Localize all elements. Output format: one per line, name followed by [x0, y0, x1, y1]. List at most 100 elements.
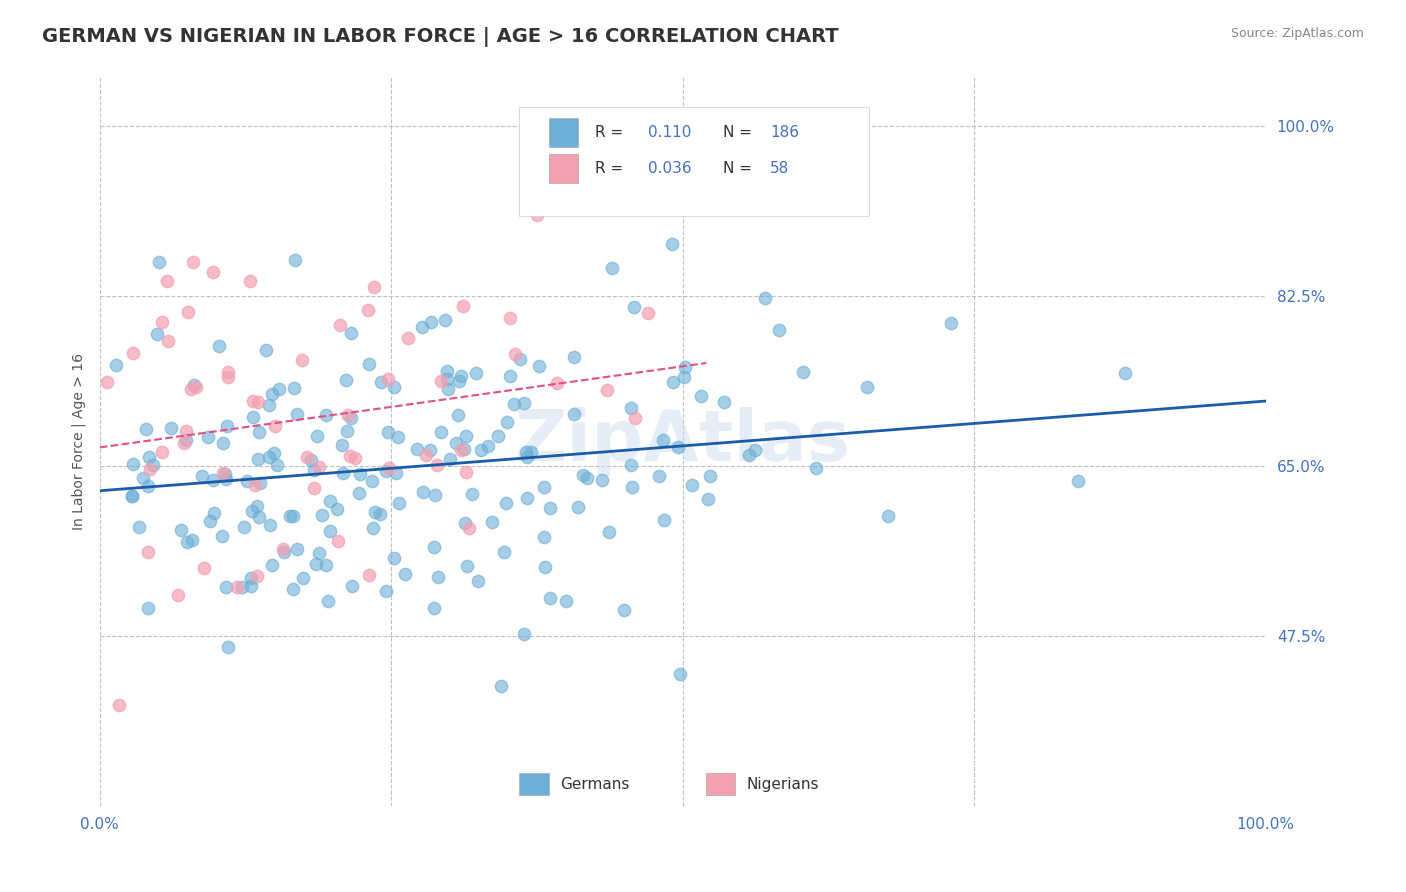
Nigerians	[246, 568, 269, 582]
Nigerians	[453, 299, 475, 313]
Germans	[260, 386, 283, 401]
Germans	[696, 491, 718, 506]
Germans	[170, 523, 193, 537]
Germans	[470, 442, 492, 457]
Germans	[792, 365, 814, 379]
Germans	[273, 545, 295, 559]
Germans	[257, 450, 280, 464]
Germans	[513, 627, 536, 641]
Nigerians	[637, 305, 659, 319]
Germans	[375, 464, 398, 478]
Germans	[411, 319, 433, 334]
Germans	[652, 434, 675, 448]
Germans	[215, 419, 238, 434]
Germans	[412, 485, 434, 500]
Nigerians	[328, 534, 350, 549]
Germans	[285, 542, 308, 557]
Nigerians	[181, 255, 204, 269]
Nigerians	[180, 382, 202, 396]
Germans	[382, 550, 405, 565]
Germans	[855, 379, 877, 393]
Germans	[419, 443, 441, 458]
Germans	[503, 397, 526, 411]
Germans	[876, 509, 898, 524]
Nigerians	[430, 374, 453, 388]
Germans	[198, 515, 221, 529]
Nigerians	[344, 450, 367, 465]
Germans	[464, 367, 486, 381]
Germans	[263, 446, 285, 460]
Germans	[666, 440, 689, 454]
Nigerians	[173, 436, 195, 450]
Germans	[176, 535, 198, 549]
Text: 0.110: 0.110	[648, 125, 690, 140]
Nigerians	[339, 449, 361, 463]
Nigerians	[239, 274, 262, 288]
Nigerians	[336, 408, 359, 422]
Germans	[254, 343, 277, 357]
Germans	[211, 529, 233, 543]
Germans	[370, 375, 392, 389]
Germans	[533, 480, 555, 494]
Germans	[361, 521, 384, 535]
Germans	[364, 506, 387, 520]
Germans	[330, 438, 353, 452]
Nigerians	[138, 545, 160, 559]
Nigerians	[211, 466, 233, 480]
Germans	[215, 581, 238, 595]
Nigerians	[450, 443, 472, 458]
Germans	[249, 475, 271, 490]
Nigerians	[217, 365, 239, 379]
Germans	[176, 433, 198, 447]
Nigerians	[139, 461, 162, 475]
Germans	[447, 408, 470, 422]
Text: 186: 186	[770, 125, 799, 140]
Germans	[201, 473, 224, 487]
Germans	[214, 467, 236, 481]
Germans	[136, 478, 159, 492]
Germans	[316, 594, 339, 608]
Germans	[305, 429, 328, 443]
FancyBboxPatch shape	[548, 118, 578, 146]
Germans	[135, 421, 157, 435]
Germans	[675, 359, 697, 374]
Germans	[332, 466, 354, 480]
Germans	[713, 394, 735, 409]
Germans	[121, 489, 143, 503]
Germans	[562, 350, 585, 364]
Germans	[672, 370, 695, 384]
Germans	[105, 358, 128, 372]
Nigerians	[503, 347, 526, 361]
Germans	[806, 461, 828, 475]
Germans	[247, 425, 270, 439]
Germans	[453, 442, 475, 456]
Nigerians	[624, 411, 647, 425]
Germans	[499, 369, 522, 384]
Germans	[359, 358, 381, 372]
Germans	[136, 601, 159, 615]
Germans	[315, 408, 337, 422]
Germans	[283, 381, 305, 395]
Nigerians	[363, 280, 385, 294]
Germans	[315, 558, 337, 572]
Germans	[449, 375, 471, 389]
Germans	[208, 339, 231, 353]
Germans	[419, 315, 441, 329]
Germans	[302, 463, 325, 477]
Nigerians	[377, 372, 399, 386]
Nigerians	[156, 274, 179, 288]
Germans	[406, 442, 429, 456]
Nigerians	[291, 353, 314, 368]
Germans	[652, 513, 675, 527]
Nigerians	[271, 542, 294, 557]
Text: GERMAN VS NIGERIAN IN LABOR FORCE | AGE > 16 CORRELATION CHART: GERMAN VS NIGERIAN IN LABOR FORCE | AGE …	[42, 27, 839, 46]
Germans	[572, 467, 595, 482]
Germans	[231, 580, 253, 594]
Germans	[202, 507, 225, 521]
Germans	[669, 666, 692, 681]
Nigerians	[156, 334, 179, 348]
Germans	[340, 579, 363, 593]
Germans	[183, 377, 205, 392]
Germans	[598, 525, 620, 540]
Y-axis label: In Labor Force | Age > 16: In Labor Force | Age > 16	[72, 353, 86, 531]
